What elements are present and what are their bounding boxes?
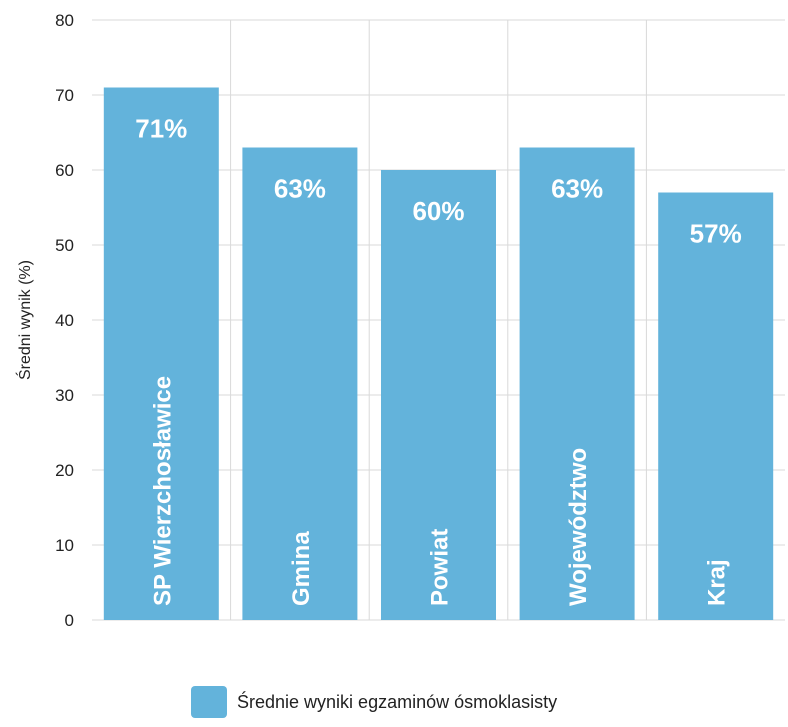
- y-tick-label: 20: [55, 461, 74, 480]
- y-tick-label: 40: [55, 311, 74, 330]
- bar-value-label: 71%: [135, 114, 187, 144]
- bar: [658, 192, 774, 620]
- bar-category-label: Województwo: [565, 448, 592, 606]
- bar: [242, 147, 358, 620]
- y-tick-label: 70: [55, 86, 74, 105]
- legend-swatch: [191, 686, 227, 718]
- bar: [103, 87, 219, 620]
- y-tick-label: 80: [55, 11, 74, 30]
- bar-value-label: 63%: [551, 174, 603, 204]
- bar-category-label: Powiat: [427, 529, 454, 606]
- bar-category-label: Gmina: [288, 531, 315, 606]
- y-tick-label: 10: [55, 536, 74, 555]
- bar-value-label: 63%: [274, 174, 326, 204]
- legend: Średnie wyniki egzaminów ósmoklasisty: [191, 686, 557, 718]
- bar-category-label: Kraj: [704, 559, 731, 606]
- bars: 71% SP Wierzchosławice 63% Gmina 60% Powiat 63…: [103, 87, 774, 620]
- y-tick-label: 50: [55, 236, 74, 255]
- y-axis-title: Średni wynik (%): [15, 260, 34, 380]
- bar-value-label: 57%: [690, 219, 742, 249]
- y-tick-label: 60: [55, 161, 74, 180]
- bar-value-label: 60%: [412, 196, 464, 226]
- legend-label: Średnie wyniki egzaminów ósmoklasisty: [237, 691, 557, 712]
- y-tick-label: 0: [65, 611, 74, 630]
- bar: [519, 147, 635, 620]
- bar-category-label: SP Wierzchosławice: [149, 376, 176, 606]
- bar: [381, 170, 496, 620]
- y-axis-ticks: 0 10 20 30 40 50 60 70 80: [55, 11, 74, 630]
- y-tick-label: 30: [55, 386, 74, 405]
